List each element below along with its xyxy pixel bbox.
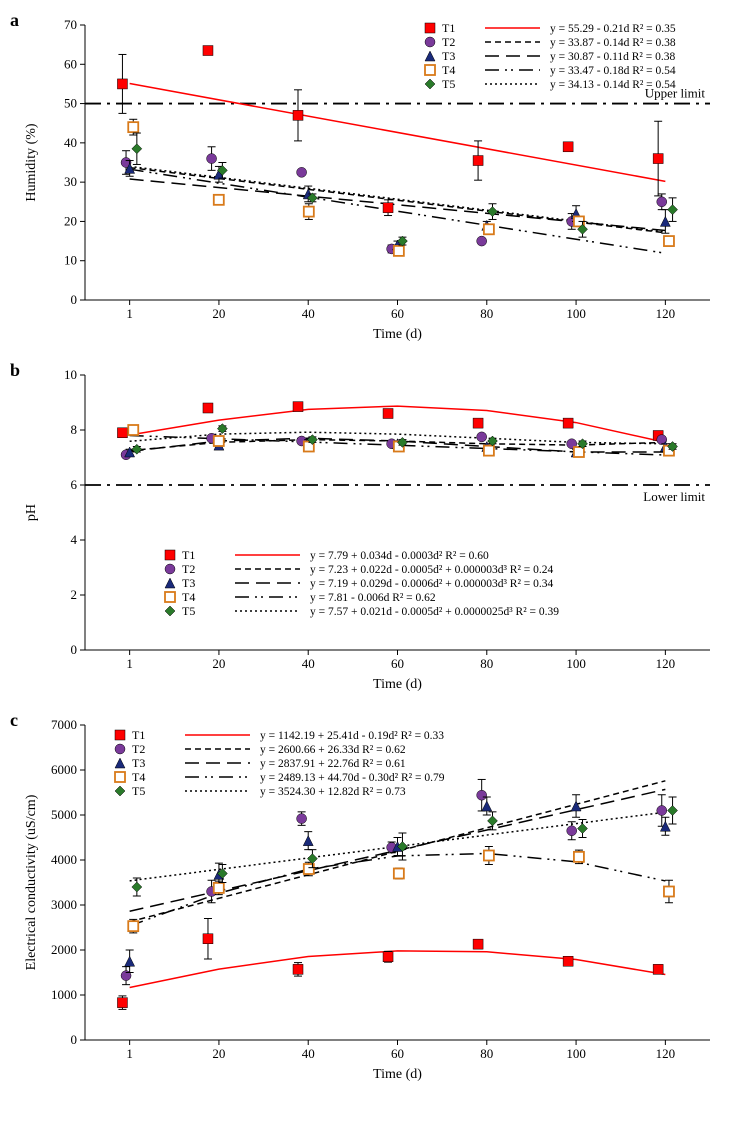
svg-text:y = 55.29 - 0.21d R² = 0.35: y = 55.29 - 0.21d R² = 0.35	[550, 23, 676, 35]
panel-c-label: c	[10, 710, 18, 731]
svg-text:y = 1142.19 + 25.41d - 0.19d²: y = 1142.19 + 25.41d - 0.19d² R² = 0.33	[260, 730, 444, 742]
svg-text:100: 100	[566, 656, 586, 671]
svg-text:7000: 7000	[51, 717, 77, 732]
svg-text:T4: T4	[182, 590, 195, 604]
svg-text:1000: 1000	[51, 987, 77, 1002]
svg-text:Time (d): Time (d)	[373, 1067, 422, 1082]
svg-text:T3: T3	[442, 49, 455, 63]
svg-text:60: 60	[391, 656, 404, 671]
svg-text:80: 80	[480, 1046, 493, 1061]
svg-text:T2: T2	[182, 562, 195, 576]
svg-text:6000: 6000	[51, 762, 77, 777]
figure-container: { "panels": { "a": { "label": "a", "ylab…	[10, 10, 749, 1090]
panel-a: a 010203040506070120406080100120Time (d)…	[10, 10, 749, 350]
svg-text:60: 60	[391, 1046, 404, 1061]
svg-text:40: 40	[302, 1046, 315, 1061]
svg-text:T5: T5	[442, 77, 455, 91]
svg-text:2000: 2000	[51, 942, 77, 957]
svg-text:8: 8	[71, 422, 78, 437]
svg-text:T2: T2	[442, 35, 455, 49]
svg-text:T1: T1	[182, 548, 195, 562]
svg-text:10: 10	[64, 367, 77, 382]
svg-text:y = 2600.66 + 26.33d: y = 2600.66 + 26.33d R² = 0.62	[260, 744, 406, 756]
svg-text:6: 6	[71, 477, 78, 492]
svg-text:T1: T1	[442, 21, 455, 35]
svg-text:60: 60	[64, 56, 77, 71]
svg-text:T3: T3	[182, 576, 195, 590]
svg-text:100: 100	[566, 306, 586, 321]
svg-text:80: 80	[480, 656, 493, 671]
svg-text:Lower limit: Lower limit	[643, 489, 705, 504]
svg-text:y = 33.87 - 0.14d R² = 0.38: y = 33.87 - 0.14d R² = 0.38	[550, 37, 676, 49]
svg-text:pH: pH	[24, 504, 39, 521]
svg-text:20: 20	[64, 213, 77, 228]
svg-text:4000: 4000	[51, 852, 77, 867]
svg-text:T1: T1	[132, 728, 145, 742]
svg-text:40: 40	[64, 135, 77, 150]
svg-text:Time (d): Time (d)	[373, 327, 422, 342]
svg-text:120: 120	[656, 306, 676, 321]
svg-text:120: 120	[656, 656, 676, 671]
svg-text:T5: T5	[132, 784, 145, 798]
svg-text:30: 30	[64, 174, 77, 189]
svg-text:70: 70	[64, 17, 77, 32]
svg-text:y = 7.81 - 0.006d: y = 7.81 - 0.006d R² = 0.62	[310, 592, 436, 604]
svg-text:10: 10	[64, 253, 77, 268]
svg-text:1: 1	[126, 306, 132, 321]
panel-b-label: b	[10, 360, 20, 381]
svg-text:20: 20	[212, 1046, 225, 1061]
svg-text:T3: T3	[132, 756, 145, 770]
chart-a: 010203040506070120406080100120Time (d)Hu…	[10, 10, 730, 350]
chart-c: 0100020003000400050006000700012040608010…	[10, 710, 730, 1090]
svg-text:0: 0	[71, 292, 78, 307]
svg-text:3000: 3000	[51, 897, 77, 912]
panel-b: b 0246810120406080100120Time (d)pHLower …	[10, 360, 749, 700]
svg-text:1: 1	[126, 656, 132, 671]
svg-text:50: 50	[64, 96, 77, 111]
svg-text:Humidity (%): Humidity (%)	[24, 123, 39, 201]
svg-text:T2: T2	[132, 742, 145, 756]
svg-text:40: 40	[302, 656, 315, 671]
svg-text:40: 40	[302, 306, 315, 321]
svg-text:100: 100	[566, 1046, 586, 1061]
svg-text:y = 34.13 - 0.14d R² = 0.54: y = 34.13 - 0.14d R² = 0.54	[550, 79, 676, 91]
svg-text:y = 7.79 + 0.034d - 0.0003d²: y = 7.79 + 0.034d - 0.0003d² R² = 0.60	[310, 550, 489, 562]
svg-text:60: 60	[391, 306, 404, 321]
svg-text:Electrical conductivity (uS/cm: Electrical conductivity (uS/cm)	[24, 794, 39, 970]
svg-text:y = 3524.30 + 12.82d: y = 3524.30 + 12.82d R² = 0.73	[260, 786, 406, 798]
panel-c: c 01000200030004000500060007000120406080…	[10, 710, 749, 1090]
svg-text:y = 2837.91 + 22.76d: y = 2837.91 + 22.76d R² = 0.61	[260, 758, 406, 770]
svg-text:20: 20	[212, 306, 225, 321]
svg-text:0: 0	[71, 1032, 78, 1047]
svg-text:1: 1	[126, 1046, 132, 1061]
svg-text:20: 20	[212, 656, 225, 671]
svg-text:2: 2	[71, 587, 78, 602]
svg-text:T4: T4	[132, 770, 145, 784]
svg-text:T5: T5	[182, 604, 195, 618]
chart-b: 0246810120406080100120Time (d)pHLower li…	[10, 360, 730, 700]
svg-text:y = 7.19 + 0.029d - 0.0006d² +: y = 7.19 + 0.029d - 0.0006d² + 0.000003d…	[310, 578, 554, 590]
svg-text:y = 7.57 + 0.021d - 0.0005d² +: y = 7.57 + 0.021d - 0.0005d² + 0.0000025…	[310, 606, 559, 618]
svg-text:Time (d): Time (d)	[373, 677, 422, 692]
svg-text:y = 2489.13 + 44.70d - 0.30d²: y = 2489.13 + 44.70d - 0.30d² R² = 0.79	[260, 772, 445, 784]
svg-text:y = 33.47 - 0.18d R² = 0.54: y = 33.47 - 0.18d R² = 0.54	[550, 65, 676, 77]
svg-text:0: 0	[71, 642, 78, 657]
panel-a-label: a	[10, 10, 19, 31]
svg-text:4: 4	[71, 532, 78, 547]
svg-text:5000: 5000	[51, 807, 77, 822]
svg-text:y = 7.23 + 0.022d - 0.0005d² +: y = 7.23 + 0.022d - 0.0005d² + 0.000003d…	[310, 564, 554, 576]
svg-text:y = 30.87 - 0.11d R² = 0.38: y = 30.87 - 0.11d R² = 0.38	[550, 51, 675, 63]
svg-text:80: 80	[480, 306, 493, 321]
svg-text:T4: T4	[442, 63, 455, 77]
svg-text:120: 120	[656, 1046, 676, 1061]
